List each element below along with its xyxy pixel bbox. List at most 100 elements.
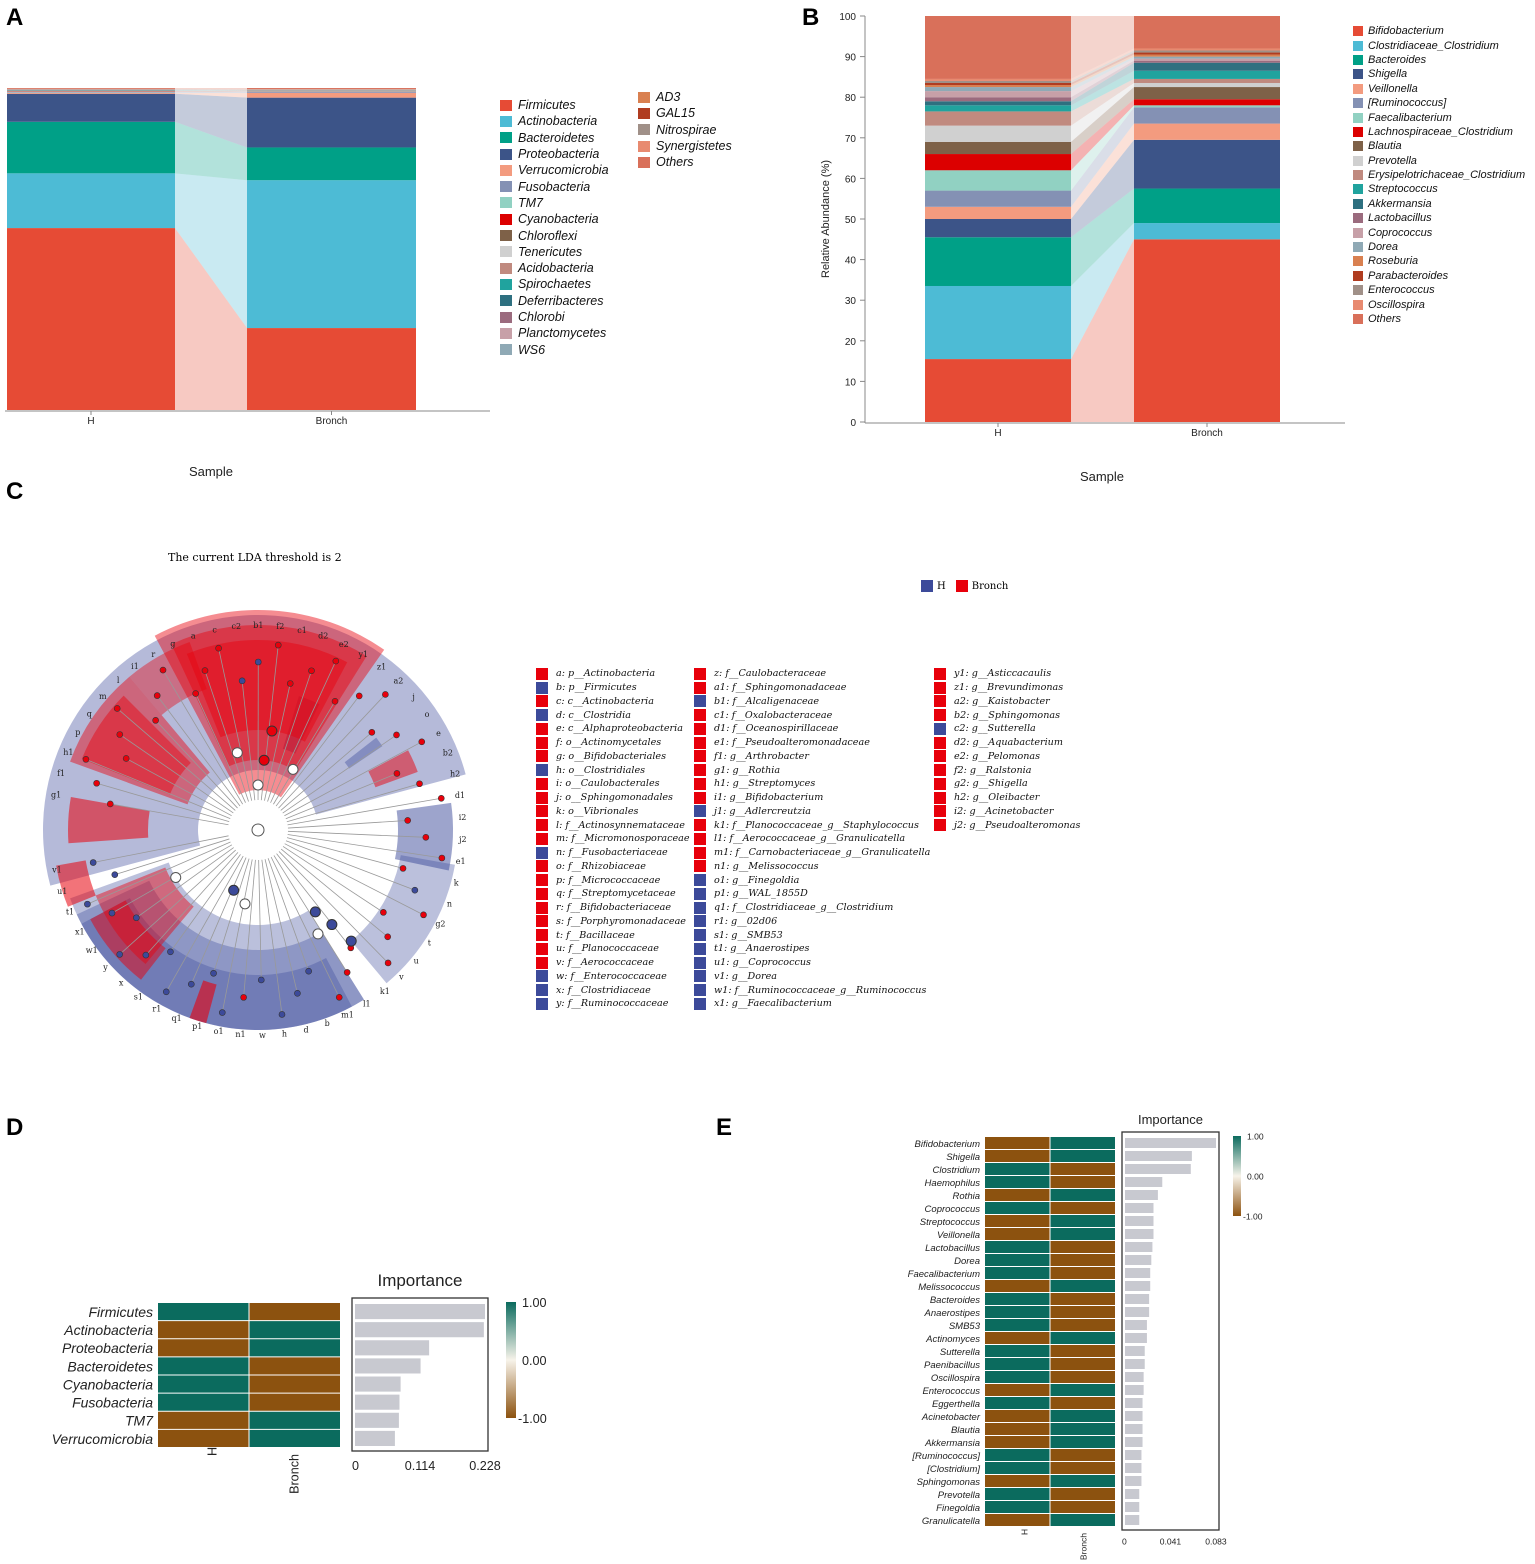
clade-letter-label: g1: [51, 790, 61, 799]
legend-swatch: [536, 832, 548, 845]
bar-segment-Veillonella: [925, 206, 1071, 219]
legend-swatch: [536, 887, 548, 900]
bar-segment-Streptococcus: [925, 105, 1071, 112]
legend-label: Bacteroides: [1368, 53, 1427, 66]
legend-label: Nitrospirae: [656, 122, 717, 137]
legend-item: p: f__Micrococcaceae: [536, 873, 690, 887]
group-label: Bronch: [971, 580, 1009, 592]
bar-segment-Coprococcus: [1134, 58, 1280, 61]
legend-label: Dorea: [1368, 241, 1398, 254]
tree-branch: [110, 803, 229, 826]
clade-letter-label: x1: [75, 927, 85, 936]
legend-label: p: f__Micrococcaceae: [556, 874, 661, 886]
clade-letter-label: a: [191, 631, 196, 640]
column-label: H: [1020, 1529, 1030, 1535]
legend-swatch: [934, 709, 946, 722]
tree-node: [393, 731, 400, 739]
legend-item: Erysipelotrichaceae_Clostridium: [1353, 168, 1525, 182]
legend-swatch: [500, 115, 512, 127]
clade-letter-label: o: [425, 710, 430, 719]
tree-node: [162, 988, 170, 996]
importance-tick-label: 0.228: [469, 1459, 501, 1473]
importance-bar: [1125, 1138, 1216, 1148]
legend-item: Deferribacteres: [500, 293, 609, 309]
heat-cell-bronch: [249, 1357, 340, 1375]
legend-swatch: [694, 805, 706, 818]
legend-swatch: [500, 295, 512, 307]
heat-cell-h: [158, 1429, 249, 1447]
legend-swatch: [694, 777, 706, 790]
tree-node: [420, 911, 427, 919]
tree-node: [393, 770, 401, 777]
tree-branch: [270, 856, 340, 998]
legend-item: Fusobacteria: [500, 178, 609, 194]
tree-node: [187, 980, 195, 988]
legend-swatch: [934, 819, 946, 832]
legend-swatch: [694, 942, 706, 955]
legend-swatch: [1353, 227, 1363, 238]
y-tick-label: 60: [845, 174, 857, 185]
legend-swatch: [536, 915, 548, 928]
tree-node: [294, 990, 301, 997]
flow-band: [175, 90, 247, 92]
row-label: Melissococcus: [918, 1282, 980, 1293]
legend-label: o1: g__Finegoldia: [714, 874, 800, 886]
heat-cell-h: [985, 1397, 1050, 1409]
legend-label: y1: g__Asticcacaulis: [954, 668, 1052, 680]
legend-label: g: o__Bifidobacteriales: [556, 750, 667, 762]
heat-cell-h: [985, 1189, 1050, 1201]
legend-item: Chloroflexi: [500, 227, 609, 243]
legend-swatch: [1353, 184, 1363, 195]
bar-segment-Enterococcus: [1134, 50, 1280, 53]
tree-branch: [260, 645, 279, 801]
importance-bar: [1125, 1515, 1140, 1525]
heat-cell-bronch: [1050, 1410, 1115, 1422]
legend-swatch: [1353, 155, 1363, 166]
importance-bar: [1125, 1398, 1143, 1408]
heat-cell-bronch: [1050, 1202, 1115, 1214]
tree-branch: [195, 693, 246, 803]
clade-letter-label: e2: [339, 640, 349, 649]
importance-bar: [1125, 1411, 1143, 1421]
tree-branch: [155, 720, 238, 809]
row-label: Proteobacteria: [62, 1340, 153, 1356]
y-tick-label: 10: [845, 377, 857, 388]
heat-cell-h: [985, 1280, 1050, 1292]
tree-branch: [119, 734, 234, 814]
legend-label: [Ruminococcus]: [1368, 97, 1447, 110]
legend-swatch: [934, 777, 946, 790]
legend-swatch: [1353, 198, 1363, 209]
bar-segment-Others: [925, 16, 1071, 79]
legend-swatch: [536, 860, 548, 873]
legend-item: v: f__Aerococcaceae: [536, 956, 690, 970]
legend-label: h: o__Clostridiales: [556, 764, 646, 776]
cladogram-group-legend: H Bronch: [921, 580, 1014, 592]
importance-bar: [1125, 1385, 1144, 1395]
legend-swatch: [694, 667, 706, 680]
bronch-clade-sector: [186, 640, 348, 742]
tree-node: [384, 933, 391, 941]
tree-branch: [125, 758, 232, 817]
heat-cell-h: [985, 1202, 1050, 1214]
legend-swatch: [500, 181, 512, 193]
legend-label: f: o__Actinomycetales: [556, 737, 662, 749]
colorbar: [1233, 1136, 1241, 1216]
tree-branch: [116, 708, 236, 811]
biomarker-node: [266, 725, 278, 737]
clade-letter-label: g2: [435, 920, 445, 929]
clade-letter-label: k: [454, 878, 459, 887]
tree-node: [305, 967, 312, 975]
legend-item: Coprococcus: [1353, 225, 1525, 239]
heat-cell-h: [158, 1411, 249, 1429]
legend-swatch: [638, 124, 650, 136]
row-label: Streptococcus: [920, 1217, 980, 1228]
heat-cell-h: [158, 1339, 249, 1357]
legend-label: Blautia: [1368, 140, 1402, 153]
legend-label: Bacteroidetes: [518, 130, 595, 145]
legend-label: b2: g__Sphingomonas: [954, 709, 1061, 721]
legend-item: Lactobacillus: [1353, 211, 1525, 225]
legend-label: WS6: [518, 342, 546, 357]
bar-segment-Verrucomicrobia: [247, 92, 416, 98]
heat-cell-bronch: [249, 1321, 340, 1339]
